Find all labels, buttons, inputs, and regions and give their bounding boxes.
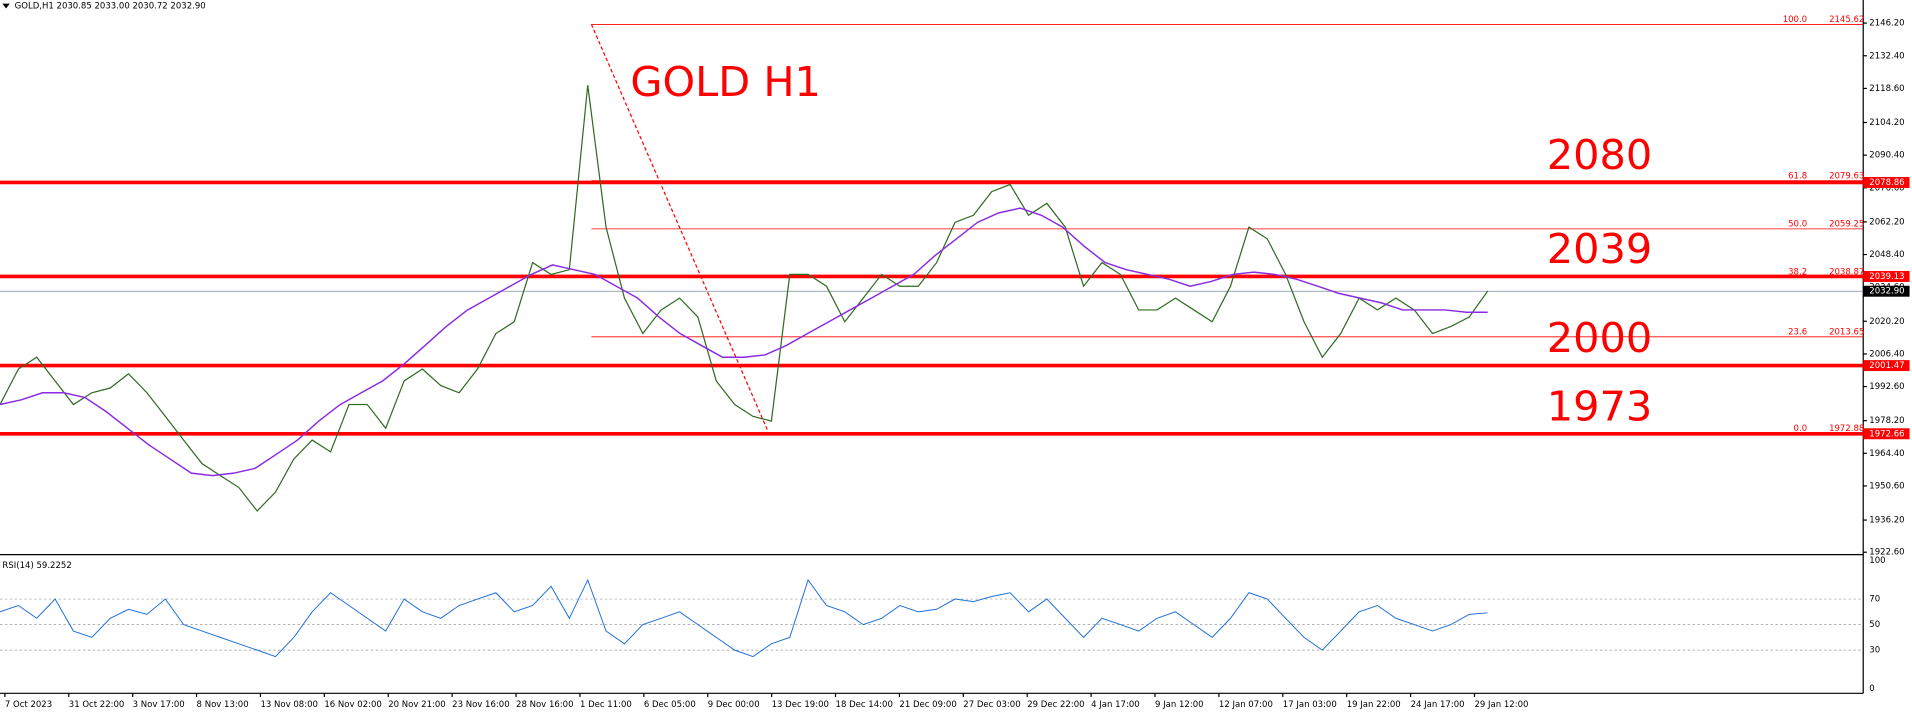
rsi-tick-label: 0 bbox=[1869, 684, 1874, 694]
x-tick-label: 20 Nov 21:00 bbox=[388, 700, 445, 710]
level-price-box bbox=[1863, 176, 1910, 188]
x-tick-label: 9 Dec 00:00 bbox=[708, 700, 760, 710]
y-tick-label: 2076.60 bbox=[1869, 183, 1904, 193]
x-tick-label: 18 Dec 14:00 bbox=[836, 700, 893, 710]
y-tick-label: 1936.20 bbox=[1869, 516, 1904, 526]
x-tick-label: 9 Jan 12:00 bbox=[1155, 700, 1204, 710]
level-price: 2078.86 bbox=[1869, 178, 1904, 188]
x-tick-label: 12 Jan 07:00 bbox=[1219, 700, 1273, 710]
x-tick-label: 3 Nov 17:00 bbox=[133, 700, 185, 710]
rsi-line bbox=[0, 578, 1488, 658]
x-tick-label: 27 Dec 03:00 bbox=[963, 700, 1020, 710]
level-label: 2039 bbox=[1547, 225, 1652, 273]
y-tick-label: 1964.40 bbox=[1869, 449, 1904, 459]
y-tick-label: 1978.20 bbox=[1869, 416, 1904, 426]
y-tick-label: 2118.60 bbox=[1869, 84, 1904, 94]
price-series bbox=[0, 85, 1489, 512]
current-price: 2032.90 bbox=[1869, 287, 1904, 297]
x-tick-label: 4 Jan 17:00 bbox=[1091, 700, 1140, 710]
fib-price: 1972.88 bbox=[1829, 424, 1864, 434]
rsi-label: RSI(14) 59.2252 bbox=[2, 561, 71, 571]
y-tick-label: 2090.40 bbox=[1869, 151, 1904, 161]
level-price: 2039.13 bbox=[1869, 272, 1904, 282]
y-tick-label: 2020.20 bbox=[1869, 317, 1904, 327]
fib-ratio: 50.0 bbox=[1788, 220, 1807, 230]
level-price: 2001.47 bbox=[1869, 361, 1904, 371]
level-price-box bbox=[1863, 428, 1910, 440]
y-tick-label: 2062.20 bbox=[1869, 217, 1904, 227]
y-tick-label: 2104.20 bbox=[1869, 118, 1904, 128]
rsi-tick-label: 70 bbox=[1869, 595, 1880, 605]
rsi-tick-label: 50 bbox=[1869, 620, 1880, 630]
x-tick-label: 29 Dec 22:00 bbox=[1027, 700, 1084, 710]
x-tick-label: 13 Dec 19:00 bbox=[772, 700, 829, 710]
current-price-box bbox=[1863, 285, 1910, 297]
x-tick-label: 24 Jan 17:00 bbox=[1411, 700, 1465, 710]
x-tick-label: 21 Dec 09:00 bbox=[899, 700, 956, 710]
y-tick-label: 2048.40 bbox=[1869, 250, 1904, 260]
y-tick-label: 2006.40 bbox=[1869, 349, 1904, 359]
fib-price: 2038.87 bbox=[1829, 268, 1864, 278]
rsi-tick-label: 30 bbox=[1869, 646, 1880, 656]
y-tick-label: 1992.60 bbox=[1869, 382, 1904, 392]
x-tick-label: 29 Jan 12:00 bbox=[1474, 700, 1528, 710]
fib-ratio: 38.2 bbox=[1788, 268, 1807, 278]
fib-ratio: 100.0 bbox=[1783, 15, 1807, 25]
x-tick-label: 31 Oct 22:00 bbox=[69, 700, 125, 710]
x-tick-label: 7 Oct 2023 bbox=[5, 700, 52, 710]
x-tick-label: 6 Dec 05:00 bbox=[644, 700, 696, 710]
chart-layer: 2146.20 2132.40 2118.60 2104.20 2090.40 2076.… bbox=[0, 15, 1910, 710]
x-tick-label: 13 Nov 08:00 bbox=[260, 700, 317, 710]
level-label: 2000 bbox=[1547, 314, 1652, 362]
y-tick-label: 1922.60 bbox=[1869, 548, 1904, 558]
fib-ratio: 23.6 bbox=[1788, 327, 1807, 337]
chart-title: GOLD H1 bbox=[630, 58, 820, 106]
fib-trendline bbox=[590, 24, 769, 433]
y-tick-label: 2146.20 bbox=[1869, 19, 1904, 29]
level-label: 1973 bbox=[1547, 382, 1652, 430]
x-tick-label: 1 Dec 11:00 bbox=[580, 700, 632, 710]
x-tick-label: 28 Nov 16:00 bbox=[516, 700, 573, 710]
fib-ratio: 61.8 bbox=[1788, 171, 1807, 181]
x-tick-label: 19 Jan 22:00 bbox=[1347, 700, 1401, 710]
level-label: 2080 bbox=[1547, 131, 1652, 179]
x-tick-label: 23 Nov 16:00 bbox=[452, 700, 509, 710]
x-tick-label: 8 Nov 13:00 bbox=[197, 700, 249, 710]
fib-price: 2079.63 bbox=[1829, 171, 1864, 181]
level-price-box bbox=[1863, 360, 1910, 372]
fib-ratio: 0.0 bbox=[1794, 424, 1808, 434]
fib-price: 2145.62 bbox=[1829, 15, 1864, 25]
price-series bbox=[0, 207, 1488, 477]
level-price-box bbox=[1863, 271, 1910, 282]
rsi-tick-label: 100 bbox=[1869, 556, 1885, 566]
symbol-header: GOLD,H1 2030.85 2033.00 2030.72 2032.90 bbox=[15, 2, 206, 12]
x-tick-label: 17 Jan 03:00 bbox=[1283, 700, 1337, 710]
level-price: 1972.66 bbox=[1869, 429, 1904, 439]
x-tick-label: 16 Nov 02:00 bbox=[324, 700, 381, 710]
fib-price: 2059.25 bbox=[1829, 220, 1864, 230]
fib-price: 2013.65 bbox=[1829, 327, 1864, 337]
y-tick-label: 2132.40 bbox=[1869, 51, 1904, 61]
y-tick-label: 1950.60 bbox=[1869, 481, 1904, 491]
menu-arrow[interactable] bbox=[2, 3, 10, 9]
